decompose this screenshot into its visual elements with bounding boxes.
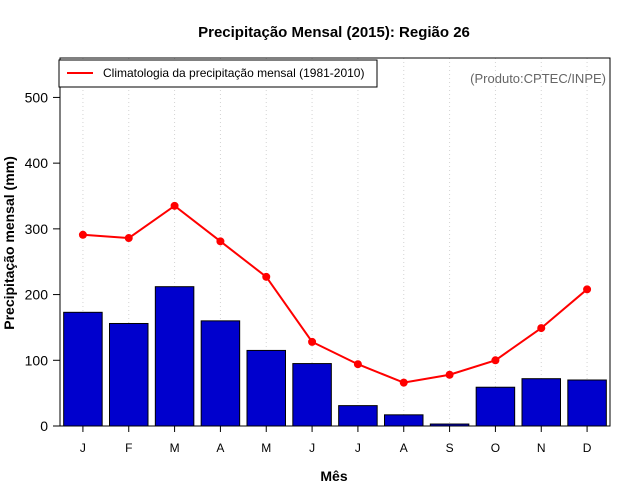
x-tick-label: M — [261, 441, 271, 455]
climatology-series — [78, 201, 592, 387]
climatology-point — [445, 370, 454, 379]
x-tick-label: J — [80, 441, 86, 455]
axes: 0 100 200 300 400 500 J F M A M J J A S O N D — [25, 89, 592, 455]
bar — [567, 379, 607, 427]
climatology-line — [82, 204, 588, 384]
x-tick-label: O — [491, 441, 500, 455]
bar — [154, 286, 195, 427]
x-tick-label: F — [125, 441, 132, 455]
bar — [292, 363, 332, 427]
climatology-point — [124, 234, 133, 243]
y-tick-label: 0 — [40, 418, 48, 434]
bar — [475, 386, 516, 427]
bar-series — [63, 286, 607, 427]
bar — [384, 414, 424, 427]
climatology-point — [216, 237, 225, 246]
legend-label: Climatologia da precipitação mensal (198… — [103, 66, 364, 80]
x-tick-label: M — [170, 441, 180, 455]
x-tick-label: N — [537, 441, 546, 455]
climatology-point — [583, 285, 592, 294]
plot-frame — [59, 57, 611, 427]
bar — [63, 311, 103, 427]
x-tick-label: A — [216, 441, 224, 455]
x-tick-label: J — [309, 441, 315, 455]
chart-title: Precipitação Mensal (2015): Região 26 — [198, 24, 470, 41]
y-tick-label: 400 — [25, 155, 49, 171]
y-axis-label: Precipitação mensal (mm) — [1, 156, 17, 330]
y-tick-label: 100 — [25, 352, 49, 368]
climatology-point — [399, 378, 408, 387]
x-tick-label: S — [446, 441, 454, 455]
bar — [521, 378, 561, 427]
x-tick-label: A — [400, 441, 408, 455]
bar — [200, 320, 241, 427]
legend-box — [58, 59, 378, 88]
bar — [246, 349, 286, 427]
climatology-point — [78, 230, 87, 239]
x-tick-label: J — [355, 441, 361, 455]
source-credit: (Produto:CPTEC/INPE) — [470, 71, 606, 86]
climatology-point — [308, 337, 317, 346]
climatology-point — [262, 272, 271, 281]
climatology-point — [170, 201, 179, 210]
climatology-point — [353, 360, 362, 369]
climatology-point — [491, 356, 500, 365]
x-axis-label: Mês — [320, 468, 347, 484]
y-tick-label: 500 — [25, 89, 49, 105]
y-tick-label: 300 — [25, 221, 49, 237]
y-tick-label: 200 — [25, 287, 49, 303]
x-tick-label: D — [583, 441, 592, 455]
legend: Climatologia da precipitação mensal (198… — [58, 59, 378, 88]
climatology-point — [537, 324, 546, 333]
bar — [338, 405, 378, 427]
bar — [109, 322, 149, 427]
